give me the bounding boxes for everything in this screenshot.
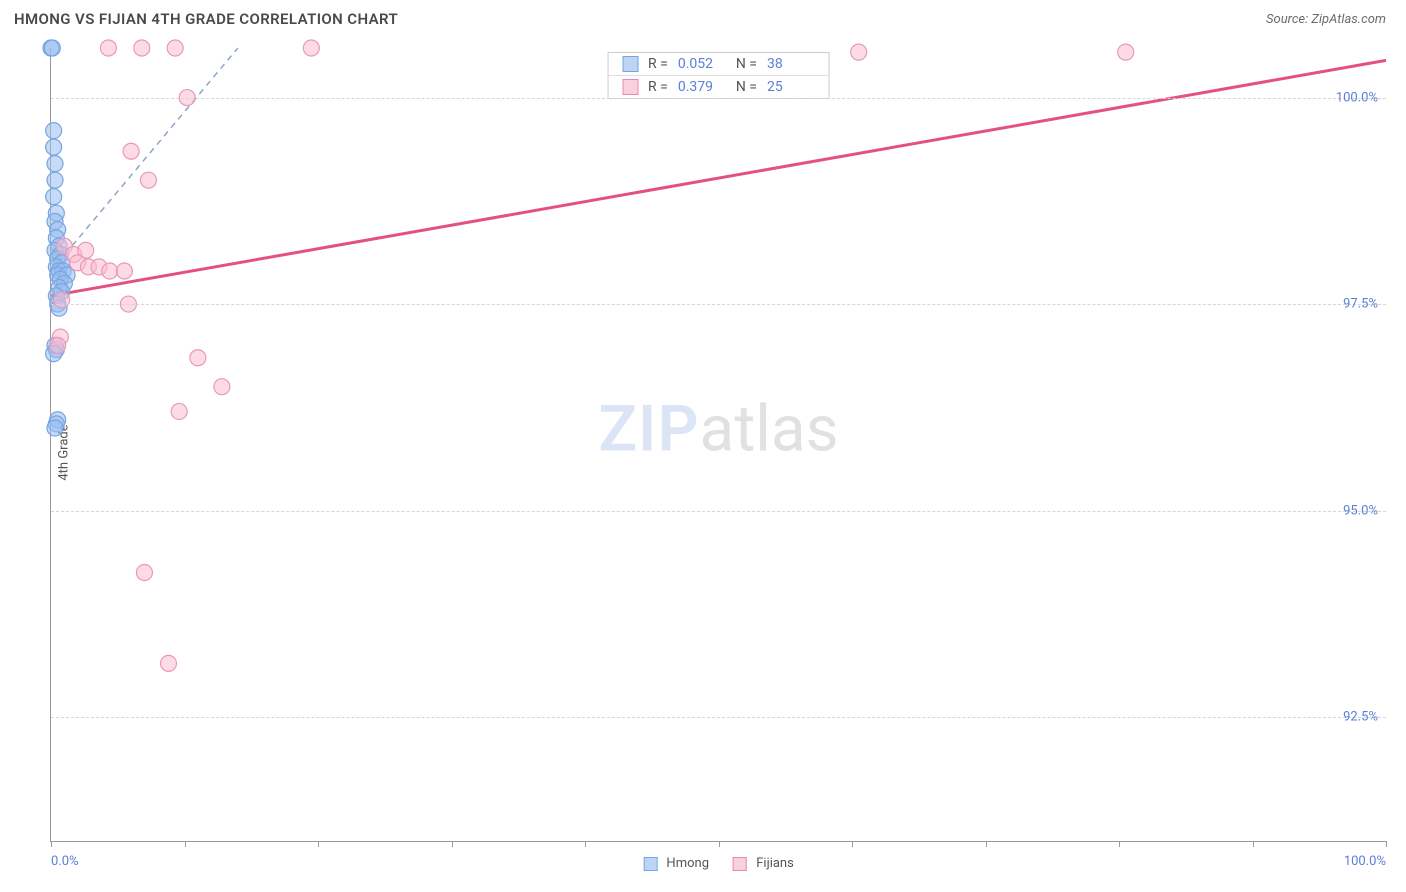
- legend-row-fijians: R = 0.379 N = 25: [608, 75, 829, 98]
- data-point: [47, 156, 63, 172]
- x-min-label: 0.0%: [51, 854, 79, 869]
- data-point: [54, 292, 70, 308]
- legend-label-fijians: Fijians: [756, 856, 794, 871]
- plot-area: ZIPatlas R = 0.052 N = 38 R = 0.379 N = …: [50, 48, 1386, 842]
- xtick-mark: [1253, 841, 1254, 847]
- legend-r-hmong: 0.052: [678, 56, 726, 72]
- data-point: [171, 403, 187, 419]
- data-point: [102, 263, 118, 279]
- data-point: [100, 40, 116, 56]
- chart-header: HMONG VS FIJIAN 4TH GRADE CORRELATION CH…: [0, 0, 1406, 36]
- legend-r-fijians: 0.379: [678, 79, 726, 95]
- data-point: [140, 172, 156, 188]
- legend-item-hmong: Hmong: [643, 856, 709, 871]
- x-max-label: 100.0%: [1344, 854, 1386, 869]
- chart-container: 4th Grade ZIPatlas R = 0.052 N = 38 R = …: [50, 48, 1386, 842]
- data-point: [44, 40, 60, 56]
- gridline: [51, 98, 1386, 99]
- data-point: [46, 189, 62, 205]
- data-point: [47, 420, 63, 436]
- trend-line: [51, 48, 238, 271]
- legend-r-label: R =: [648, 56, 668, 72]
- ytick-label: 100.0%: [1336, 90, 1378, 105]
- legend-n-label: N =: [736, 79, 757, 95]
- data-point: [214, 379, 230, 395]
- legend-swatch-icon: [733, 857, 747, 871]
- xtick-mark: [51, 841, 52, 847]
- xtick-mark: [986, 841, 987, 847]
- data-point: [46, 123, 62, 139]
- gridline: [51, 717, 1386, 718]
- xtick-mark: [585, 841, 586, 847]
- legend-swatch-hmong: [622, 56, 638, 72]
- series-legend: Hmong Fijians: [643, 856, 794, 871]
- legend-swatch-icon: [643, 857, 657, 871]
- legend-n-fijians: 25: [767, 79, 815, 95]
- xtick-mark: [719, 841, 720, 847]
- data-point: [123, 143, 139, 159]
- data-point: [167, 40, 183, 56]
- data-point: [1118, 44, 1134, 60]
- legend-label-hmong: Hmong: [666, 856, 709, 871]
- data-point: [46, 139, 62, 155]
- data-point: [851, 44, 867, 60]
- plot-svg: [51, 48, 1386, 841]
- legend-item-fijians: Fijians: [733, 856, 794, 871]
- chart-title: HMONG VS FIJIAN 4TH GRADE CORRELATION CH…: [14, 10, 398, 28]
- xtick-mark: [318, 841, 319, 847]
- data-point: [116, 263, 132, 279]
- data-point: [134, 40, 150, 56]
- xtick-mark: [185, 841, 186, 847]
- chart-source: Source: ZipAtlas.com: [1266, 12, 1386, 27]
- data-point: [190, 350, 206, 366]
- data-point: [47, 172, 63, 188]
- legend-n-hmong: 38: [767, 56, 815, 72]
- legend-n-label: N =: [736, 56, 757, 72]
- ytick-label: 95.0%: [1343, 503, 1378, 518]
- data-point: [303, 40, 319, 56]
- correlation-legend: R = 0.052 N = 38 R = 0.379 N = 25: [607, 52, 830, 99]
- data-point: [50, 337, 66, 353]
- xtick-mark: [1386, 841, 1387, 847]
- xtick-mark: [1119, 841, 1120, 847]
- legend-row-hmong: R = 0.052 N = 38: [608, 53, 829, 75]
- data-point: [160, 655, 176, 671]
- ytick-label: 97.5%: [1343, 297, 1378, 312]
- xtick-mark: [852, 841, 853, 847]
- ytick-label: 92.5%: [1343, 710, 1378, 725]
- gridline: [51, 511, 1386, 512]
- legend-r-label: R =: [648, 79, 668, 95]
- gridline: [51, 304, 1386, 305]
- legend-swatch-fijians: [622, 79, 638, 95]
- xtick-mark: [452, 841, 453, 847]
- data-point: [136, 565, 152, 581]
